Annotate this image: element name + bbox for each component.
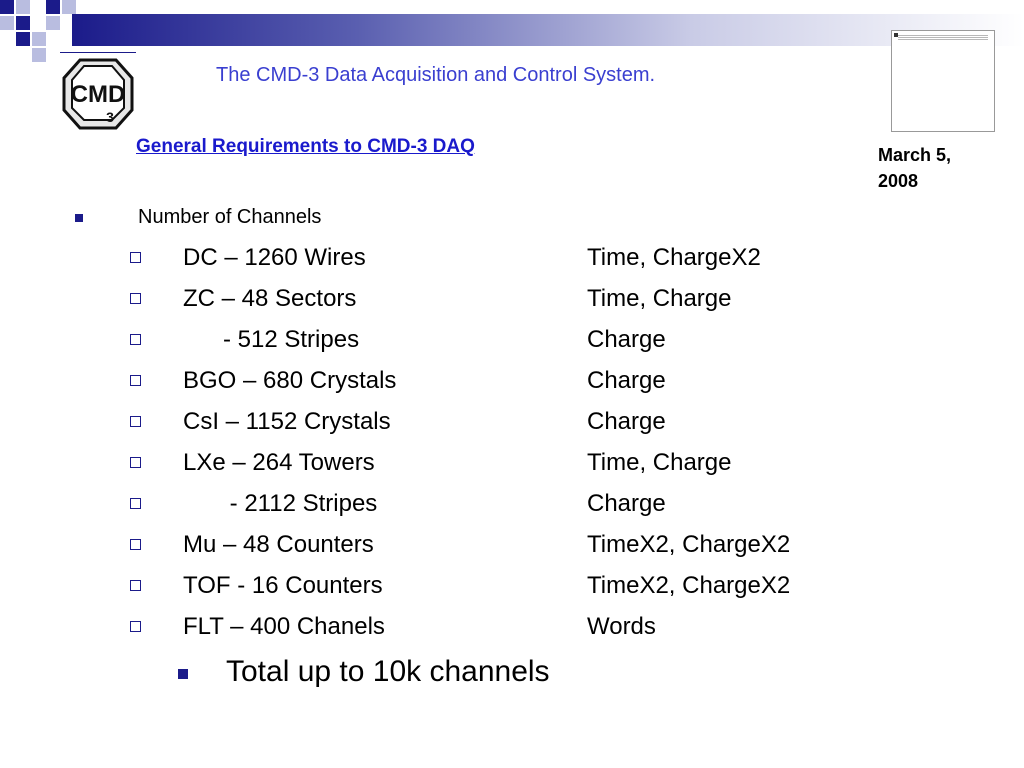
channel-readout: Time, Charge bbox=[587, 449, 732, 476]
hollow-square-bullet-icon bbox=[130, 539, 141, 550]
decor-square-6 bbox=[16, 16, 30, 30]
channel-name: ZC – 48 Sectors bbox=[183, 285, 357, 312]
decor-square-7 bbox=[46, 16, 60, 30]
decor-square-9 bbox=[32, 32, 46, 46]
channel-readout: Charge bbox=[587, 408, 666, 435]
channel-name: Mu – 48 Counters bbox=[183, 531, 374, 558]
hollow-square-bullet-icon bbox=[130, 416, 141, 427]
hollow-square-bullet-icon bbox=[130, 498, 141, 509]
channel-readout: Words bbox=[587, 613, 656, 640]
square-bullet-icon bbox=[178, 669, 188, 679]
svg-text:3: 3 bbox=[106, 109, 114, 125]
hollow-square-bullet-icon bbox=[130, 375, 141, 386]
channel-name: DC – 1260 Wires bbox=[183, 244, 366, 271]
channel-readout: Time, Charge bbox=[587, 285, 732, 312]
channel-name: BGO – 680 Crystals bbox=[183, 367, 397, 394]
channel-readout: Charge bbox=[587, 367, 666, 394]
channel-readout: TimeX2, ChargeX2 bbox=[587, 572, 791, 599]
hollow-square-bullet-icon bbox=[130, 334, 141, 345]
decor-square-3 bbox=[46, 0, 60, 14]
channel-readout: TimeX2, ChargeX2 bbox=[587, 531, 791, 558]
channel-name: FLT – 400 Chanels bbox=[183, 613, 385, 640]
slide-subtitle[interactable]: General Requirements to CMD-3 DAQ bbox=[136, 136, 475, 157]
thumbnail-text-lines bbox=[898, 35, 988, 41]
decor-square-1 bbox=[0, 0, 14, 14]
svg-text:CMD: CMD bbox=[71, 81, 126, 108]
hollow-square-bullet-icon bbox=[130, 621, 141, 632]
channel-readout: Time, ChargeX2 bbox=[587, 244, 761, 271]
section-label: Number of Channels bbox=[138, 206, 322, 228]
slide-thumbnail bbox=[891, 30, 995, 132]
presentation-title: The CMD-3 Data Acquisition and Control S… bbox=[216, 64, 656, 86]
hollow-square-bullet-icon bbox=[130, 293, 141, 304]
square-bullet-icon bbox=[75, 214, 83, 222]
hollow-square-bullet-icon bbox=[130, 580, 141, 591]
thumbnail-marker-icon bbox=[894, 33, 898, 37]
decor-square-5 bbox=[0, 16, 14, 30]
channel-name: TOF - 16 Counters bbox=[183, 572, 383, 599]
decor-square-4 bbox=[62, 0, 76, 14]
hollow-square-bullet-icon bbox=[130, 457, 141, 468]
channel-readout: Charge bbox=[587, 326, 666, 353]
channel-name: LXe – 264 Towers bbox=[183, 449, 375, 476]
decor-square-10 bbox=[32, 48, 46, 62]
cmd3-logo: CMD 3 bbox=[60, 56, 136, 132]
channel-name: - 2112 Stripes bbox=[183, 490, 378, 517]
channel-readout: Charge bbox=[587, 490, 666, 517]
slide-date: March 5, 2008 bbox=[878, 145, 952, 191]
header-gradient-band bbox=[72, 14, 1024, 46]
decor-square-2 bbox=[16, 0, 30, 14]
channel-name: - 512 Stripes bbox=[183, 326, 360, 353]
header-divider bbox=[60, 52, 136, 53]
channel-name: CsI – 1152 Crystals bbox=[183, 408, 391, 435]
decor-square-8 bbox=[16, 32, 30, 46]
total-label: Total up to 10k channels bbox=[226, 655, 550, 688]
hollow-square-bullet-icon bbox=[130, 252, 141, 263]
